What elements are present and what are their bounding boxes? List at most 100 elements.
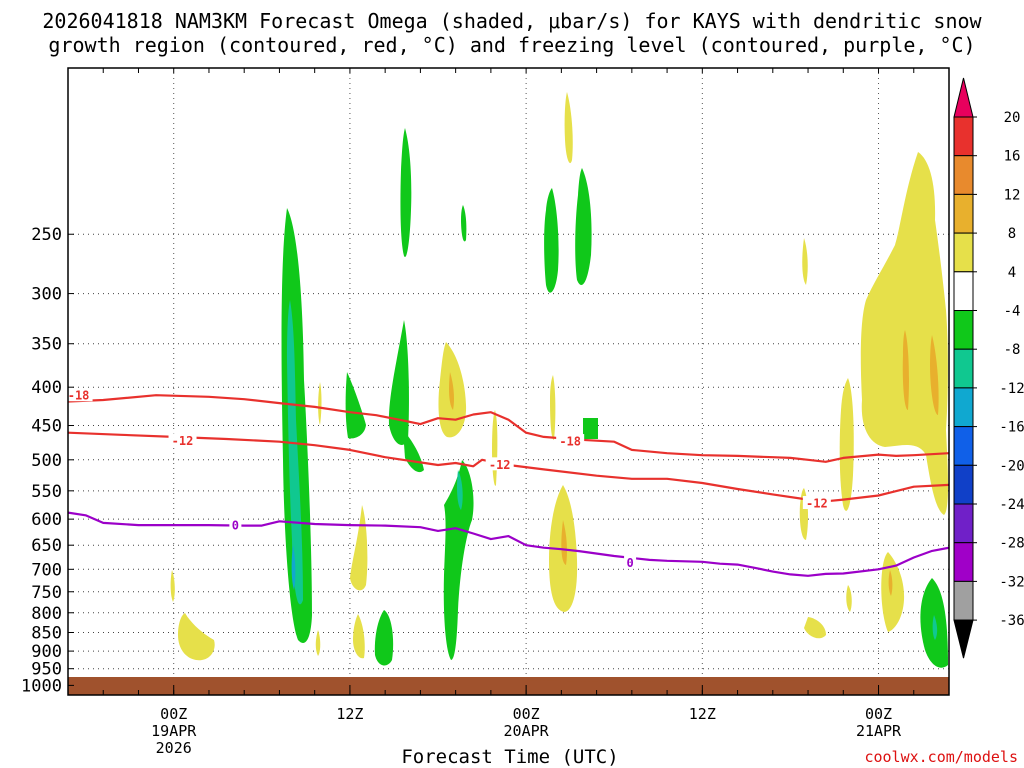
colorbar-box xyxy=(953,271,974,311)
colorbar-label: -4 xyxy=(1004,304,1021,320)
y-tick-label: 700 xyxy=(31,560,62,580)
contour-label-bg xyxy=(624,555,637,569)
plot-frame xyxy=(67,67,950,696)
y-axis: 2503003504004505005506006507007508008509… xyxy=(21,225,74,696)
contour-label-bg xyxy=(168,433,197,447)
omega-area xyxy=(564,92,573,164)
omega-area xyxy=(583,418,598,439)
y-tick-label: 300 xyxy=(31,285,62,305)
colorbar-label: 16 xyxy=(1004,149,1021,165)
y-tick-label: 800 xyxy=(31,604,62,624)
x-axis-label: Forecast Time (UTC) xyxy=(401,746,618,768)
x-tick-label: 00Z xyxy=(513,705,540,723)
contour-label: -18 xyxy=(68,389,90,403)
omega-area xyxy=(930,335,939,415)
x-tick-label: 21APR xyxy=(856,722,902,740)
contour-line-freezing_level_0 xyxy=(68,511,949,577)
contour-labels: -18 -18 -12 -12 -12 0 0 xyxy=(64,388,831,570)
x-tick-label: 20APR xyxy=(504,722,550,740)
omega-area xyxy=(550,375,556,440)
colorbar-box xyxy=(953,503,974,544)
contour-label-bg xyxy=(556,434,585,448)
omega-area xyxy=(178,613,215,661)
x-tick-label: 19APR xyxy=(151,722,197,740)
y-tick-label: 450 xyxy=(31,417,62,437)
y-tick-label: 550 xyxy=(31,482,62,502)
colorbar-label: -16 xyxy=(999,420,1024,436)
x-tick-label: 00Z xyxy=(865,705,892,723)
omega-area xyxy=(388,320,409,445)
omega-area xyxy=(291,545,296,590)
y-tick-label: 850 xyxy=(31,623,62,643)
y-tick-label: 1000 xyxy=(21,676,62,696)
y-tick-label: 950 xyxy=(31,660,62,680)
y-tick-label: 250 xyxy=(31,225,62,245)
omega-area xyxy=(449,372,454,410)
colorbar-box xyxy=(953,193,974,234)
x-tick-label: 00Z xyxy=(160,705,187,723)
colorbar-box xyxy=(953,116,974,157)
y-tick-label: 350 xyxy=(31,335,62,355)
omega-area xyxy=(315,630,321,656)
x-tick-label: 12Z xyxy=(336,705,363,723)
omega-area xyxy=(457,470,463,510)
colorbar-label: -20 xyxy=(999,458,1024,474)
omega-area xyxy=(839,378,854,511)
contour-line-dgz_top_minus18 xyxy=(68,394,949,463)
colorbar-label: -32 xyxy=(999,574,1024,590)
colorbar-box xyxy=(953,348,974,389)
contour-label: -12 xyxy=(489,458,511,472)
colorbar: 20 16 12 8 4 -4 -8 -12 -16 -20 -24 -28 -32 -36 xyxy=(953,77,1024,659)
contour-label: -12 xyxy=(172,434,194,448)
colorbar-box xyxy=(953,580,974,621)
colorbar-label: 20 xyxy=(1004,110,1021,126)
omega-area xyxy=(575,168,592,286)
omega-area xyxy=(932,615,938,640)
omega-area xyxy=(353,614,365,659)
terrain-top xyxy=(68,677,949,684)
omega-area xyxy=(287,300,303,605)
y-tick-label: 400 xyxy=(31,378,62,398)
x-tick-label: 12Z xyxy=(689,705,716,723)
y-tick-label: 750 xyxy=(31,583,62,603)
omega-area xyxy=(561,520,567,565)
contour-label-bg xyxy=(229,518,242,532)
y-tick-label: 600 xyxy=(31,510,62,530)
contour-label-bg xyxy=(64,388,93,402)
colorbar-label: 8 xyxy=(1008,226,1016,242)
colorbar-label: -28 xyxy=(999,536,1024,552)
contour-label: 0 xyxy=(232,519,239,533)
colorbar-box xyxy=(953,387,974,428)
colorbar-label: -12 xyxy=(999,381,1024,397)
omega-area xyxy=(888,570,893,596)
colorbar-box xyxy=(953,426,974,466)
contour-label-bg xyxy=(802,496,831,510)
omega-shading xyxy=(170,92,948,668)
colorbar-label: 12 xyxy=(1004,187,1021,203)
omega-area xyxy=(802,238,808,285)
colorbar-label: 4 xyxy=(1008,265,1016,281)
colorbar-label: -8 xyxy=(1004,342,1021,358)
omega-area xyxy=(374,610,394,666)
omega-area xyxy=(846,585,852,612)
colorbar-label: -24 xyxy=(999,497,1024,513)
omega-area xyxy=(170,570,175,602)
omega-area xyxy=(804,617,826,639)
contour-label: 0 xyxy=(626,556,633,570)
omega-area xyxy=(881,552,905,632)
chart-title-line2: growth region (contoured, red, °C) and f… xyxy=(48,33,975,57)
y-tick-label: 650 xyxy=(31,536,62,556)
colorbar-box xyxy=(953,464,974,505)
contour-label-bg xyxy=(485,457,514,471)
omega-area xyxy=(544,188,559,293)
x-tick-label: 2026 xyxy=(156,739,192,757)
omega-area xyxy=(318,382,322,425)
omega-area xyxy=(461,205,467,242)
credit-text: coolwx.com/models xyxy=(864,748,1018,766)
contour-label: -12 xyxy=(806,497,828,511)
contour-label: -18 xyxy=(559,435,581,449)
colorbar-box xyxy=(953,542,974,582)
chart-title-line1: 2026041818 NAM3KM Forecast Omega (shaded… xyxy=(42,9,982,33)
